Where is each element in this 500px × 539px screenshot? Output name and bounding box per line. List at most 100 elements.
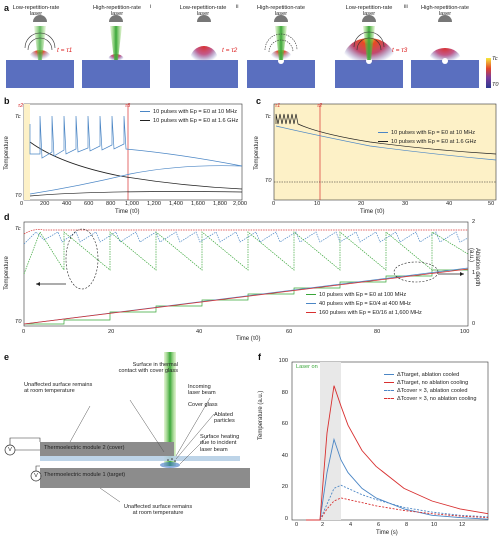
d-xtick: 40 (196, 329, 203, 335)
f-series-line-3 (306, 497, 489, 521)
group-ii-time: t = τ2 (222, 47, 238, 54)
d-ytick-tc: Tc (15, 226, 21, 232)
e-volt-2: V (34, 473, 38, 479)
c-legend-blue-text: 10 pulses with Ep = E0 at 10 MHz (391, 130, 476, 136)
c-legend-blue: 10 pulses with Ep = E0 at 10 MHz (378, 130, 475, 136)
d-xtick: 20 (108, 329, 115, 335)
b-xtick: 1,000 (125, 201, 139, 207)
group-ii-low-label: Low-repetition-rate laser (179, 5, 227, 18)
f-xtick: 6 (377, 522, 381, 528)
group-i-time: t = τ1 (57, 47, 73, 54)
b-ylabel: Temperature (3, 136, 10, 170)
f-ytick: 100 (278, 358, 288, 364)
f-xticks: 0 2 4 6 8 10 12 (295, 522, 495, 530)
panel-e-label: e (4, 352, 10, 362)
f-ylabel: Temperature (a.u.) (258, 390, 264, 440)
group-iii-low-label: Low-repetition-rate laser (345, 5, 393, 18)
c-ylabel: Temperature (253, 136, 260, 170)
f-series-line-2 (306, 484, 489, 521)
f-xlabel: Time (s) (376, 530, 398, 536)
d-y2label: Ablation depth (a.u.) (468, 248, 480, 287)
d-legend-blue: 40 pulses with Ep = E0/4 at 400 MHz (306, 301, 411, 307)
f-ytick: 20 (281, 484, 288, 490)
e-unaffected-top-label: Unaffected surface remains at room tempe… (24, 382, 93, 395)
f-ytick: 80 (281, 390, 288, 396)
f-annotation: Laser on (296, 364, 318, 370)
d-xticks: 0 20 40 60 80 100 (22, 329, 472, 337)
c-xlabel: Time (τ0) (360, 209, 385, 215)
group-i-roman: i (150, 4, 152, 10)
d-legend-green-text: 10 pulses with Ep = E0 at 100 MHz (319, 292, 407, 298)
panel-c-label: c (256, 96, 262, 106)
d-y2tick-2: 2 (472, 219, 476, 225)
f-legend-0: ΔTtarget, ablation cooled (384, 372, 459, 378)
b-legend-blue: 10 pulses with Ep = E0 at 10 MHz (140, 109, 237, 115)
group-ii-roman: ii (236, 4, 239, 10)
colorbar-bottom-label: T0 (492, 82, 499, 88)
d-y2tick-1: 1 (472, 270, 476, 276)
f-yticks: 0 20 40 60 80 100 (274, 358, 288, 524)
c-ytick-tc: Tc (265, 114, 271, 120)
b-ytick-tc: Tc (15, 114, 21, 120)
f-xtick: 12 (459, 522, 466, 528)
d-legend-blue-text: 40 pulses with Ep = E0/4 at 400 MHz (319, 301, 411, 307)
f-xtick: 4 (349, 522, 353, 528)
panel-c-chart (273, 103, 497, 201)
panel-d-label: d (4, 212, 10, 222)
e-unaffected-bottom-label: Unaffected surface remains at room tempe… (123, 504, 193, 517)
b-xlabel: Time (τ0) (115, 209, 140, 215)
b-xtick: 1,800 (213, 201, 227, 207)
d-y2tick-0: 0 (472, 321, 476, 327)
b-xtick: 1,200 (147, 201, 161, 207)
d-xtick: 80 (374, 329, 381, 335)
b-xtick: 1,400 (169, 201, 183, 207)
group-ii-high-label: High-repetition-rate laser (257, 5, 305, 18)
b-xtick: 2,000 (233, 201, 247, 207)
panel-b-chart (23, 103, 243, 201)
f-xtick: 0 (295, 522, 299, 528)
d-xtick: 0 (22, 329, 26, 335)
f-ytick: 60 (281, 421, 288, 427)
e-contact-label: Surface in thermal contact with cover gl… (118, 362, 178, 375)
b-xtick: 800 (106, 201, 116, 207)
b-marker-tau2: τ2 (18, 103, 24, 109)
b-legend-black-text: 10 pulses with Ep = E0 at 1.6 GHz (153, 118, 239, 124)
panel-a-figure (6, 15, 491, 88)
colorbar-top-label: Tc (492, 56, 498, 62)
f-series-line-0 (306, 437, 489, 521)
e-module1-label: Thermoelectric module 1 (target) (44, 472, 126, 478)
c-legend-black: 10 pulses with Ep = E0 at 1.6 GHz (378, 139, 476, 145)
f-xtick: 10 (431, 522, 438, 528)
c-xtick: 50 (488, 201, 495, 207)
b-xtick: 600 (84, 201, 94, 207)
panel-e-diagram (4, 352, 250, 503)
b-xtick: 1,600 (191, 201, 205, 207)
d-xlabel: Time (τ0) (236, 336, 261, 342)
f-series-line-1 (306, 385, 489, 521)
f-ytick: 40 (281, 453, 288, 459)
f-legend-0-text: ΔTtarget, ablation cooled (397, 372, 460, 378)
c-marker-tau1: τ1 (275, 103, 281, 109)
f-legend-3-text: ΔTcover × 3, no ablation cooling (397, 396, 477, 402)
c-ytick-t0: T0 (265, 178, 272, 184)
e-incoming-label: Incoming laser beam (188, 384, 216, 397)
c-marker-tau2: τ2 (317, 103, 323, 109)
f-legend-1-text: ΔTtarget, no ablation cooling (397, 380, 469, 386)
d-ytick-t0: T0 (15, 319, 22, 325)
d-legend-green: 10 pulses with Ep = E0 at 100 MHz (306, 292, 406, 298)
f-laser-band (320, 362, 341, 520)
b-marker-tau3: τ3 (125, 103, 131, 109)
b-xtick: 0 (20, 201, 24, 207)
f-xtick: 2 (321, 522, 325, 528)
group-i-low-label: Low-repetition-rate laser (12, 5, 60, 18)
c-xtick: 30 (402, 201, 409, 207)
group-iii-high-label: High-repetition-rate laser (421, 5, 469, 18)
f-legend-2: ΔTcover × 3, ablation cooled (384, 388, 467, 394)
d-legend-red-text: 160 pulses with Ep = E0/16 at 1,600 MHz (319, 310, 422, 316)
panel-d-chart (23, 221, 469, 327)
group-iii-roman: iii (404, 4, 408, 10)
b-legend-blue-text: 10 pulses with Ep = E0 at 10 MHz (153, 109, 238, 115)
panel-f-chart (291, 361, 489, 521)
f-legend-2-text: ΔTcover × 3, ablation cooled (397, 388, 468, 394)
panel-f-label: f (258, 352, 261, 362)
